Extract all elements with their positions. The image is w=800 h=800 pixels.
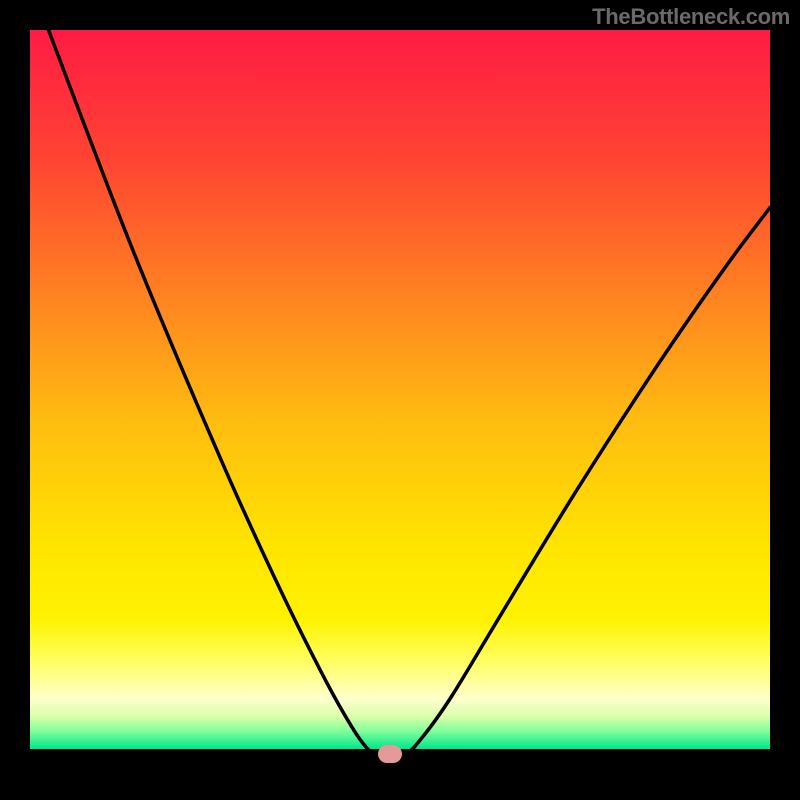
chart-container: TheBottleneck.com	[0, 0, 800, 800]
watermark-text: TheBottleneck.com	[592, 4, 790, 30]
minimum-marker	[378, 745, 402, 763]
curve-line	[30, 30, 770, 770]
plot-area	[30, 30, 770, 770]
